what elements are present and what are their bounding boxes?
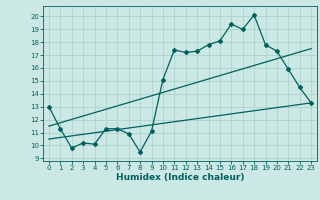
X-axis label: Humidex (Indice chaleur): Humidex (Indice chaleur) — [116, 173, 244, 182]
